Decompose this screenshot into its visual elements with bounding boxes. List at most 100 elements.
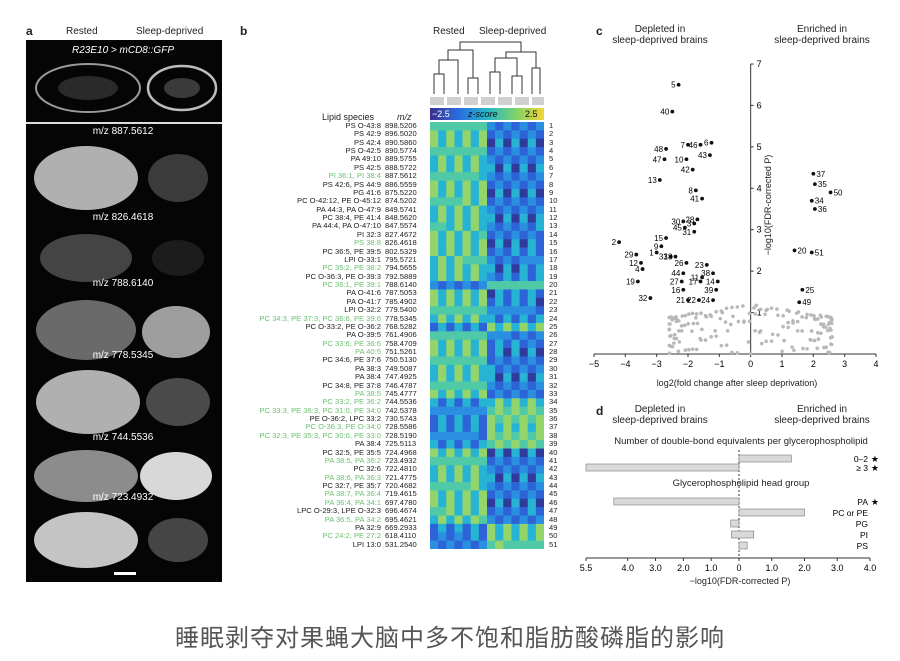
heatmap-cell xyxy=(511,515,520,525)
heatmap-cell xyxy=(430,230,439,240)
heatmap-cell xyxy=(454,532,463,541)
point-label: 28 xyxy=(685,215,694,224)
heatmap-cell xyxy=(454,230,463,240)
significant-point xyxy=(686,142,690,147)
lipid-species: PI 32:3 xyxy=(356,229,381,239)
heatmap-cell xyxy=(503,498,512,508)
point-label: 47 xyxy=(653,155,662,164)
nonsignificant-point xyxy=(667,351,672,355)
significant-point xyxy=(800,287,805,292)
lipid-row-name: PA 38:5 xyxy=(240,389,381,398)
lipid-row-name: PI 36:1, PI 38:4 xyxy=(240,171,381,180)
heatmap-cell xyxy=(535,523,544,533)
lipid-mz: 742.5378 xyxy=(385,405,417,415)
row-number: 28 xyxy=(549,347,558,357)
heatmap-cell xyxy=(519,406,529,416)
msi-image-744 xyxy=(34,450,212,502)
heatmap-cell xyxy=(438,532,447,541)
heatmap-cell xyxy=(478,172,488,181)
heatmap-cell xyxy=(487,197,496,207)
heatmap-cell xyxy=(511,322,520,332)
heatmap-cell xyxy=(470,532,480,541)
heatmap-cell xyxy=(470,465,480,474)
heatmap-cell xyxy=(487,147,496,156)
heatmap-cell xyxy=(430,297,439,307)
lipid-mz: 827.4672 xyxy=(385,229,417,239)
heatmap-cell xyxy=(446,540,455,549)
nonsignificant-point xyxy=(786,325,790,330)
heatmap-cell xyxy=(511,138,520,148)
point-label: 12 xyxy=(629,259,638,268)
row-number: 48 xyxy=(549,514,558,524)
nonsignificant-point xyxy=(723,320,728,324)
nonsignificant-point xyxy=(731,314,735,319)
row-number: 43 xyxy=(549,472,558,482)
nonsignificant-point xyxy=(824,345,829,350)
heatmap-cell xyxy=(470,339,480,349)
lipid-species: PS 42:4 xyxy=(353,137,381,147)
heatmap-cell xyxy=(478,431,488,441)
heatmap-cell xyxy=(438,490,447,500)
heatmap-cell xyxy=(511,314,520,324)
bar-label: PG xyxy=(856,519,868,529)
heatmap-cell xyxy=(430,272,439,282)
row-number: 1 xyxy=(549,121,554,130)
lipid-species: PA 38:6, PA 36:3 xyxy=(324,472,381,482)
heatmap-cell xyxy=(430,440,439,449)
lipid-mz: 792.5889 xyxy=(385,271,417,281)
heatmap-cell xyxy=(535,456,544,466)
bar-label: PI xyxy=(860,530,868,540)
heatmap-cell xyxy=(503,289,512,299)
heatmap-cell xyxy=(535,214,544,223)
lipid-mz: 802.5329 xyxy=(385,246,417,256)
heatmap-cell xyxy=(495,373,504,382)
heatmap-cell xyxy=(478,498,488,508)
lipid-species: PS O-42:5 xyxy=(345,146,381,156)
lipid-row-name: PS 42:6, PS 44:9 xyxy=(240,180,381,189)
heatmap-cell xyxy=(454,222,463,232)
heatmap-cell xyxy=(470,138,480,148)
lipid-row-name: PA 38:3 xyxy=(240,364,381,373)
heatmap-cell xyxy=(454,406,463,416)
heatmap-cell xyxy=(527,239,537,248)
heatmap-cell xyxy=(430,415,439,424)
heatmap-cell xyxy=(535,247,544,257)
nonsignificant-point xyxy=(672,316,677,320)
heatmap-cell xyxy=(519,155,529,165)
significant-point xyxy=(673,254,678,259)
row-number: 39 xyxy=(549,439,558,449)
nonsignificant-point xyxy=(812,338,817,343)
heatmap-cell xyxy=(438,180,447,190)
lipid-mz: 787.5053 xyxy=(385,288,417,298)
nonsignificant-point xyxy=(829,317,834,322)
heatmap-cell xyxy=(446,138,455,148)
x-tick-label: 4 xyxy=(873,359,878,369)
heatmap-cell xyxy=(430,448,439,458)
point-label: 2 xyxy=(612,238,617,247)
nonsignificant-point xyxy=(687,347,691,352)
heatmap-cell xyxy=(519,230,529,240)
nonsignificant-point xyxy=(735,350,740,355)
nonsignificant-point xyxy=(679,324,684,328)
lipid-mz: 888.5722 xyxy=(385,162,417,172)
heatmap-cell xyxy=(503,197,512,207)
heatmap-cell xyxy=(446,264,455,274)
heatmap-cell xyxy=(454,440,463,449)
heatmap-cell xyxy=(446,222,455,232)
heatmap-cell xyxy=(470,247,480,257)
lipid-mz: 847.5574 xyxy=(385,221,417,231)
heatmap-cell xyxy=(519,264,529,274)
zscore-max: 2.5 xyxy=(525,109,538,119)
heatmap-cell xyxy=(438,289,447,299)
heatmap-cell xyxy=(519,490,529,500)
heatmap-cell xyxy=(438,398,447,407)
lipid-species: PA 38:4 xyxy=(354,439,381,449)
heatmap-cell xyxy=(462,264,472,274)
heatmap-cell xyxy=(511,188,520,198)
nonsignificant-point xyxy=(669,315,673,319)
heatmap-cell xyxy=(519,314,529,324)
heatmap-cell xyxy=(446,373,455,382)
heatmap-cell xyxy=(430,197,439,207)
nonsignificant-point xyxy=(758,307,763,312)
heatmap-cell xyxy=(535,364,544,374)
